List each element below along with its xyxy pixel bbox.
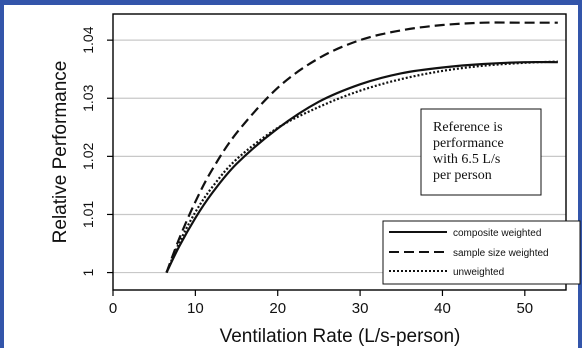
x-axis-label: Ventilation Rate (L/s-person) (220, 326, 461, 347)
annotation-line: performance (433, 136, 504, 151)
series-line-unweighted (165, 60, 558, 274)
annotation-line: Reference is (433, 120, 503, 135)
x-tick-label: 40 (434, 300, 451, 317)
x-tick-label: 30 (352, 300, 369, 317)
y-tick-label: 1.04 (80, 26, 96, 53)
y-tick-label: 1.01 (80, 201, 96, 228)
x-axis: 0 10 20 30 40 50 (109, 290, 533, 317)
annotation-box: Reference is performance with 6.5 L/s pe… (420, 108, 542, 196)
x-tick-label: 0 (109, 300, 117, 317)
legend-label: unweighted (453, 267, 504, 278)
x-tick-label: 50 (516, 300, 533, 317)
series (165, 21, 558, 274)
y-axis: 1 1.01 1.02 1.03 1.04 (80, 26, 113, 276)
legend: composite weighted sample size weighted … (382, 220, 581, 285)
legend-label: sample size weighted (453, 248, 549, 259)
frame-right-accent (578, 0, 582, 348)
annotation-line: with 6.5 L/s (433, 152, 500, 167)
plot-area (112, 13, 567, 291)
x-tick-label: 20 (269, 300, 286, 317)
legend-label: composite weighted (453, 228, 541, 239)
y-tick-label: 1.02 (80, 143, 96, 170)
y-tick-label: 1.03 (80, 84, 96, 111)
y-axis-label: Relative Performance (50, 61, 71, 244)
annotation-line: per person (433, 168, 492, 183)
series-line-sample-size-weighted (165, 21, 558, 273)
x-tick-label: 10 (187, 300, 204, 317)
frame-left-accent (0, 0, 4, 348)
series-line-composite-weighted (165, 60, 558, 274)
frame-top-accent (0, 0, 582, 5)
y-tick-label: 1 (80, 268, 96, 276)
